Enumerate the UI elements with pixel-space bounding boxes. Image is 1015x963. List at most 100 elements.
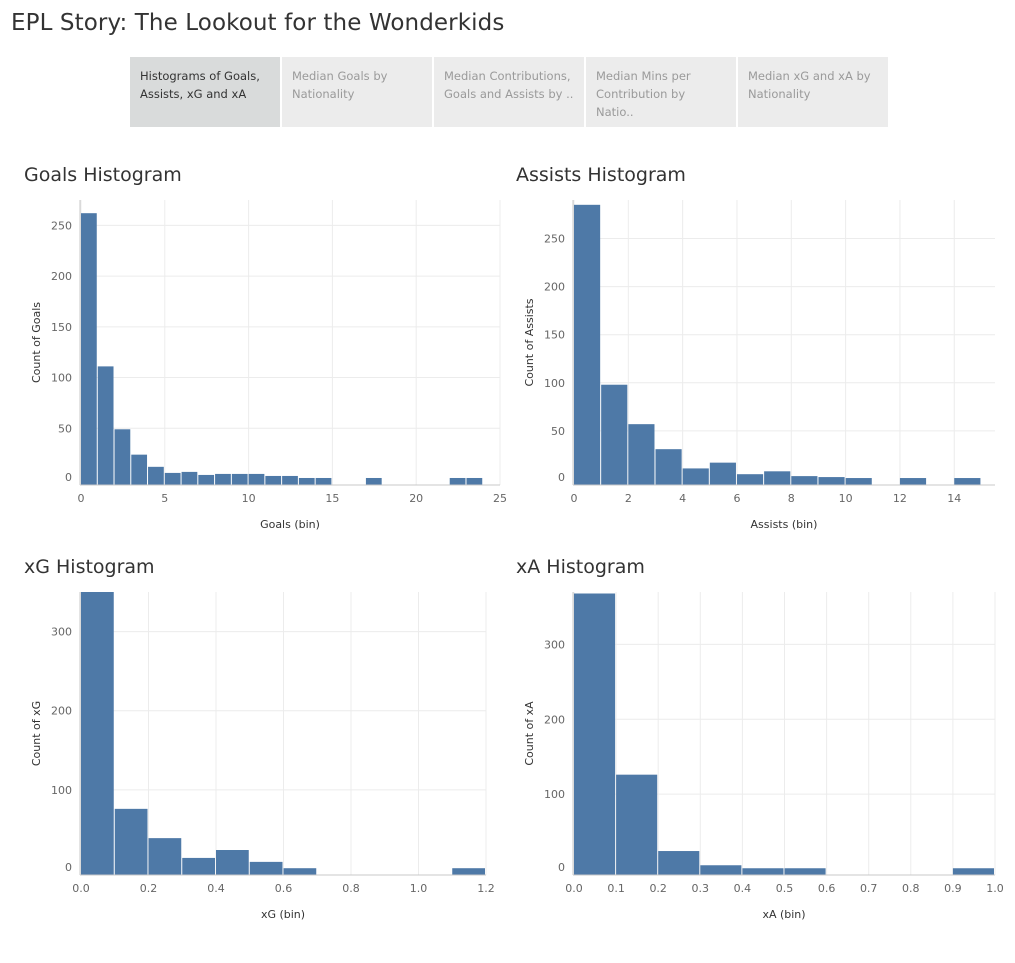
x-tick-label: 15 [325, 492, 339, 505]
x-tick-label: 6 [733, 492, 740, 505]
histogram-bar[interactable] [764, 471, 791, 485]
story-point-median-goals[interactable]: Median Goals by Nationality [282, 57, 432, 127]
histogram-bar[interactable] [952, 868, 994, 875]
histogram-bar[interactable] [283, 868, 317, 875]
histogram-bar[interactable] [452, 868, 485, 875]
histogram-bar[interactable] [818, 477, 845, 485]
y-tick-label: 200 [51, 705, 72, 718]
x-tick-label: 1.0 [410, 882, 428, 895]
story-point-histograms[interactable]: Histograms of Goals, Assists, xG and xA [130, 57, 280, 127]
histogram-bar[interactable] [97, 366, 114, 485]
x-tick-label: 0.2 [649, 882, 667, 895]
y-tick-label: 250 [51, 219, 72, 232]
histogram-bar[interactable] [148, 838, 182, 875]
histogram-bar[interactable] [709, 462, 736, 485]
y-axis-title: Count of Goals [30, 302, 43, 383]
histogram-bar[interactable] [628, 424, 655, 485]
story-point-median-contributions[interactable]: Median Contributions, Goals and Assists … [434, 57, 584, 127]
story-point-median-xg-xa[interactable]: Median xG and xA by Nationality [738, 57, 888, 127]
histogram-bar[interactable] [845, 478, 872, 485]
histogram-bar[interactable] [466, 477, 483, 485]
y-tick-label: 100 [51, 784, 72, 797]
histogram-bar[interactable] [114, 808, 148, 875]
histogram-bar[interactable] [181, 471, 198, 485]
histogram-bar[interactable] [249, 861, 283, 875]
y-tick-label: 150 [544, 329, 565, 342]
x-tick-label: 2 [625, 492, 632, 505]
x-tick-label: 0.0 [72, 882, 90, 895]
x-tick-label: 0.7 [860, 882, 878, 895]
x-tick-label: 1.2 [477, 882, 495, 895]
histogram-bar[interactable] [215, 473, 231, 485]
histogram-bar[interactable] [164, 472, 181, 485]
histogram-bar[interactable] [784, 868, 826, 875]
y-tick-label: 0 [558, 861, 565, 874]
histogram-bar[interactable] [216, 850, 249, 875]
story-navigator: Histograms of Goals, Assists, xG and xA … [130, 57, 890, 127]
y-tick-label: 0 [65, 471, 72, 484]
x-tick-label: 0.1 [607, 882, 625, 895]
histogram-bar[interactable] [265, 475, 282, 485]
histogram-bar[interactable] [248, 473, 265, 485]
histogram-bar[interactable] [700, 865, 742, 875]
histogram-bar[interactable] [682, 468, 709, 485]
histogram-bar[interactable] [198, 474, 215, 485]
histogram-bar[interactable] [655, 449, 682, 485]
xg-chart-title: xG Histogram [24, 556, 155, 578]
histogram-bar[interactable] [282, 475, 298, 485]
y-tick-label: 150 [51, 321, 72, 334]
histogram-bar[interactable] [315, 477, 332, 485]
histogram-bar[interactable] [574, 204, 601, 485]
histogram-bar[interactable] [148, 466, 164, 485]
x-tick-label: 8 [788, 492, 795, 505]
histogram-bar[interactable] [81, 592, 114, 875]
story-point-median-mins[interactable]: Median Mins per Contribution by Natio.. [586, 57, 736, 127]
goals-histogram: 0 50 100 150 200 250 0 5 10 15 20 25 Goals (bin) Coun… [30, 200, 507, 531]
histogram-bar[interactable] [81, 213, 97, 485]
y-tick-label: 100 [51, 372, 72, 385]
histogram-bar[interactable] [182, 857, 215, 875]
y-tick-label: 200 [544, 713, 565, 726]
x-axis-title: xA (bin) [762, 908, 805, 921]
x-axis-title: xG (bin) [261, 908, 305, 921]
y-tick-label: 300 [51, 626, 72, 639]
story-title: EPL Story: The Lookout for the Wonderkid… [11, 10, 505, 36]
y-axis-title: Count of xG [30, 701, 43, 766]
assists-histogram: 0 50 100 150 200 250 0 2 4 6 8 10 12 14 Assists (bin) C… [523, 200, 995, 531]
x-axis-title: Assists (bin) [751, 518, 818, 531]
histogram-bar[interactable] [736, 474, 764, 485]
histogram-bar[interactable] [574, 593, 616, 875]
histogram-bar[interactable] [899, 478, 927, 485]
x-tick-label: 0.4 [207, 882, 225, 895]
x-tick-label: 1.0 [986, 882, 1004, 895]
x-tick-label: 0 [78, 492, 85, 505]
y-tick-label: 250 [544, 232, 565, 245]
histogram-bar[interactable] [131, 454, 148, 485]
x-tick-label: 20 [409, 492, 423, 505]
histogram-bar[interactable] [231, 473, 248, 485]
xg-histogram: 0 100 200 300 0.0 0.2 0.4 0.6 0.8 1.0 1.2 xG (bin) C… [30, 592, 495, 921]
histogram-bar[interactable] [616, 774, 658, 875]
x-tick-label: 0 [571, 492, 578, 505]
histogram-bar[interactable] [658, 851, 700, 875]
y-tick-label: 200 [51, 270, 72, 283]
histogram-bar[interactable] [114, 429, 131, 485]
histogram-bar[interactable] [791, 476, 818, 485]
histogram-bar[interactable] [298, 477, 315, 485]
y-tick-label: 100 [544, 377, 565, 390]
histogram-bar[interactable] [742, 868, 784, 875]
x-tick-label: 0.0 [565, 882, 583, 895]
histogram-bar[interactable] [601, 384, 628, 485]
histogram-bar[interactable] [954, 478, 981, 485]
y-tick-label: 50 [58, 422, 72, 435]
xa-histogram: 0 100 200 300 0.0 0.1 0.2 0.3 0.4 0.5 0.6 0.7 0.8 0.9… [523, 592, 1004, 921]
x-tick-label: 0.6 [818, 882, 836, 895]
goals-chart-title: Goals Histogram [24, 164, 182, 186]
x-tick-label: 0.2 [140, 882, 158, 895]
histogram-bar[interactable] [365, 477, 382, 485]
histogram-bar[interactable] [449, 477, 466, 485]
y-tick-label: 50 [551, 425, 565, 438]
x-axis-title: Goals (bin) [260, 518, 320, 531]
x-tick-label: 25 [493, 492, 507, 505]
x-tick-label: 14 [947, 492, 961, 505]
